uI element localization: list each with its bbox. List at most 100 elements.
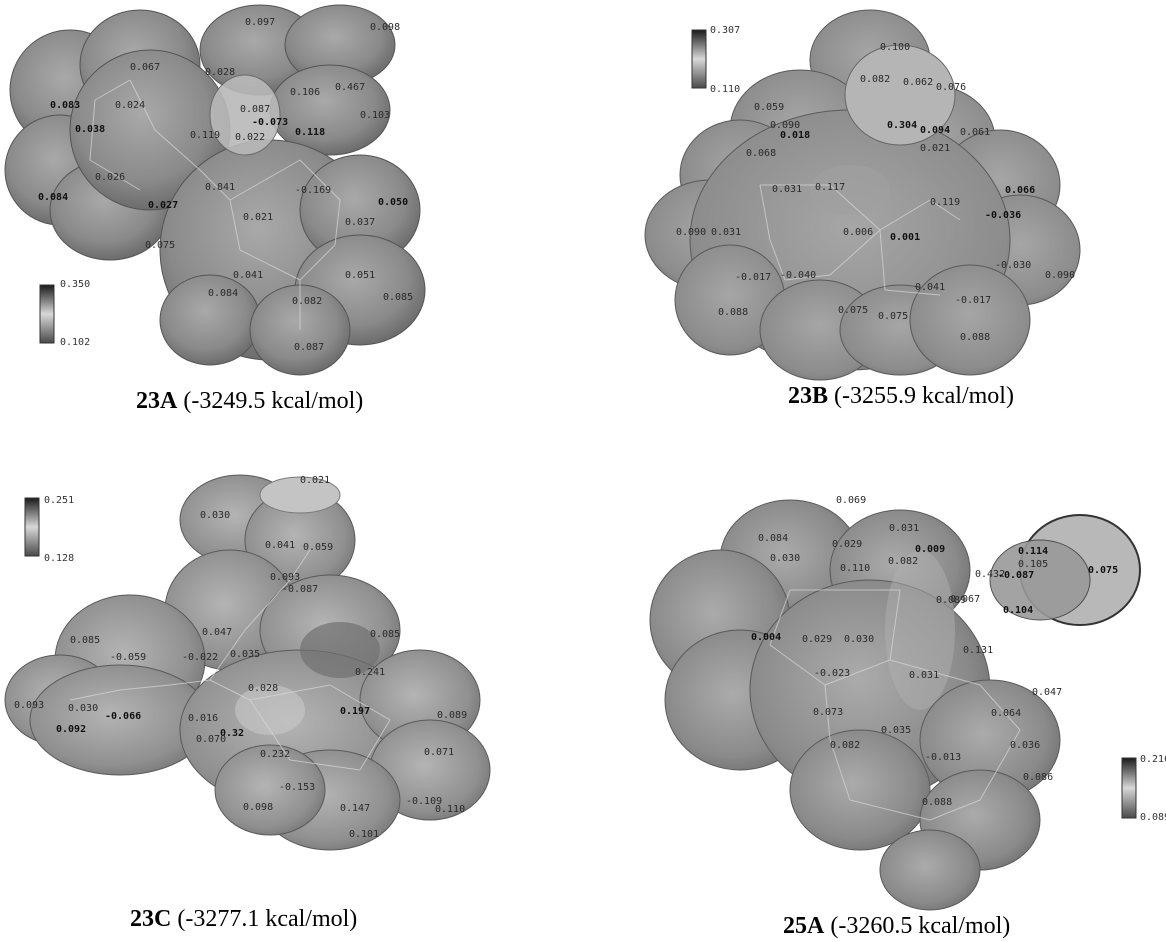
- atom-charge-label: 0.100: [880, 42, 910, 53]
- energy-25A: (-3260.5 kcal/mol): [830, 913, 1011, 939]
- atom-charge-label: 0.119: [930, 197, 960, 208]
- atom-charge-label: 0.041: [265, 540, 295, 551]
- atom-charge-label: -0.066: [105, 711, 141, 722]
- atom-charge-label: 0.082: [860, 74, 890, 85]
- atom-charge-label: 0.085: [70, 635, 100, 646]
- caption-25A: 25A (-3260.5 kcal/mol): [783, 913, 1010, 940]
- atom-charge-label: 0.093: [14, 700, 44, 711]
- atom-charge-label: 0.070: [196, 734, 226, 745]
- atom-charge-label: 0.086: [1023, 772, 1053, 783]
- atom-charge-label: 0.085: [370, 629, 400, 640]
- atom-charge-label: -0.013: [925, 752, 961, 763]
- atom-charge-label: 0.101: [349, 829, 379, 840]
- atom-charge-label: 0.021: [920, 143, 950, 154]
- atom-charge-label: 0.022: [235, 132, 265, 143]
- atom-charge-label: 0.090: [1045, 270, 1075, 281]
- atom-charge-label: 0.030: [844, 634, 874, 645]
- scale-max-23A: 0.350: [60, 279, 90, 290]
- atom-charge-label: 0.062: [903, 77, 933, 88]
- atom-charge-label: 0.197: [340, 706, 370, 717]
- atom-charge-label: -0.030: [995, 260, 1031, 271]
- atom-charge-label: 0.085: [383, 292, 413, 303]
- atom-charge-label: 0.059: [303, 542, 333, 553]
- atom-charge-label: 0.031: [909, 670, 939, 681]
- atom-charge-label: 0.029: [802, 634, 832, 645]
- atom-charge-label: -0.087: [282, 584, 318, 595]
- atom-charge-label: 0.097: [245, 17, 275, 28]
- atom-charge-label: -0.087: [998, 570, 1034, 581]
- atom-charge-label: 0.068: [746, 148, 776, 159]
- atom-charge-label: 0.018: [780, 130, 810, 141]
- atom-charge-label: 0.087: [240, 104, 270, 115]
- atom-charge-label: -0.023: [814, 668, 850, 679]
- atom-charge-label: 0.118: [295, 127, 325, 138]
- atom-charge-label: 0.841: [205, 182, 235, 193]
- atom-charge-label: 0.016: [188, 713, 218, 724]
- atom-charge-label: 0.029: [832, 539, 862, 550]
- atom-charge-label: 0.088: [718, 307, 748, 318]
- atom-charge-label: 0.076: [936, 82, 966, 93]
- atom-charge-label: 0.059: [754, 102, 784, 113]
- atom-charge-label: 0.105: [1018, 559, 1048, 570]
- energy-23B: (-3255.9 kcal/mol): [834, 383, 1014, 409]
- esp-surface-23B: 0.307 0.110 0.100 0.082 0.062 0.076 0.059 0.0…: [644, 9, 1081, 381]
- atom-charge-label: 0.051: [345, 270, 375, 281]
- atom-charge-label: 0.304: [887, 120, 917, 131]
- atom-charge-label: 0.32: [220, 728, 244, 739]
- atom-charge-label: 0.090: [770, 120, 800, 131]
- esp-surface-25A: 0.216 0.089 0.069 0.031 0.084 0.029 0.009 0.1…: [649, 495, 1166, 911]
- atom-charge-label: 0.041: [915, 282, 945, 293]
- atom-labels-23A: 0.067 0.097 0.098 0.083 0.024 0.028 0.106 0.467…: [38, 17, 413, 353]
- atom-charge-label: -0.040: [780, 270, 816, 281]
- caption-23B: 23B (-3255.9 kcal/mol): [788, 383, 1014, 410]
- atom-charge-label: 0.131: [963, 645, 993, 656]
- atom-charge-label: 0.110: [435, 804, 465, 815]
- atom-charge-label: 0.088: [960, 332, 990, 343]
- atom-charge-label: 0.467: [335, 82, 365, 93]
- atom-charge-label: 0.021: [243, 212, 273, 223]
- atom-charge-label: 0.073: [813, 707, 843, 718]
- scale-min-23C: 0.128: [44, 553, 74, 564]
- scale-max-23C: 0.251: [44, 495, 74, 506]
- atom-charge-label: 0.432: [975, 569, 1005, 580]
- esp-surface-23C: 0.251 0.128 0.021 0.030 0.041 0.059 0.093 -0.…: [4, 474, 491, 851]
- atom-labels-23B: 0.100 0.082 0.062 0.076 0.059 0.090 0.304 0.094…: [676, 42, 1075, 343]
- molecule-id-23A: 23A: [136, 388, 178, 414]
- atom-charge-label: 0.047: [1032, 687, 1062, 698]
- atom-charge-label: -0.109: [406, 796, 442, 807]
- atom-charge-label: 0.030: [68, 703, 98, 714]
- atom-charge-label: 0.088: [922, 797, 952, 808]
- atom-charge-label: 0.098: [243, 802, 273, 813]
- atom-charge-label: 0.067: [950, 594, 980, 605]
- atom-charge-label: 0.004: [751, 632, 781, 643]
- atom-charge-label: -0.017: [955, 295, 991, 306]
- atom-charge-label: 0.094: [920, 125, 950, 136]
- molecule-id-25A: 25A: [783, 913, 825, 939]
- color-scale-bar-25A: [1121, 757, 1137, 819]
- atom-charge-label: 0.021: [300, 475, 330, 486]
- atom-charge-label: 0.082: [830, 740, 860, 751]
- atom-charge-label: 0.117: [815, 182, 845, 193]
- atom-charge-label: 0.075: [145, 240, 175, 251]
- atom-charge-label: 0.090: [676, 227, 706, 238]
- atom-charge-label: 0.030: [200, 510, 230, 521]
- caption-23C: 23C (-3277.1 kcal/mol): [130, 906, 357, 933]
- color-scale-bar-23C: [24, 497, 40, 557]
- atom-charge-label: 0.087: [294, 342, 324, 353]
- atom-charge-label: -0.153: [279, 782, 315, 793]
- scale-max-23B: 0.307: [710, 25, 740, 36]
- atom-charge-label: 0.036: [1010, 740, 1040, 751]
- atom-charge-label: 0.098: [370, 22, 400, 33]
- atom-charge-label: 0.031: [772, 184, 802, 195]
- atom-labels-25A: 0.069 0.031 0.084 0.029 0.009 0.114 0.030 0.082…: [751, 495, 1118, 808]
- atom-charge-label: 0.061: [960, 127, 990, 138]
- atom-charge-label: 0.147: [340, 803, 370, 814]
- scale-min-23B: 0.110: [710, 84, 740, 95]
- atom-charge-label: -0.017: [735, 272, 771, 283]
- atom-charge-label: 0.028: [248, 683, 278, 694]
- atom-charge-label: 0.106: [290, 87, 320, 98]
- atom-charge-label: 0.071: [424, 747, 454, 758]
- atom-charge-label: 0.075: [1088, 565, 1118, 576]
- atom-charge-label: 0.050: [378, 197, 408, 208]
